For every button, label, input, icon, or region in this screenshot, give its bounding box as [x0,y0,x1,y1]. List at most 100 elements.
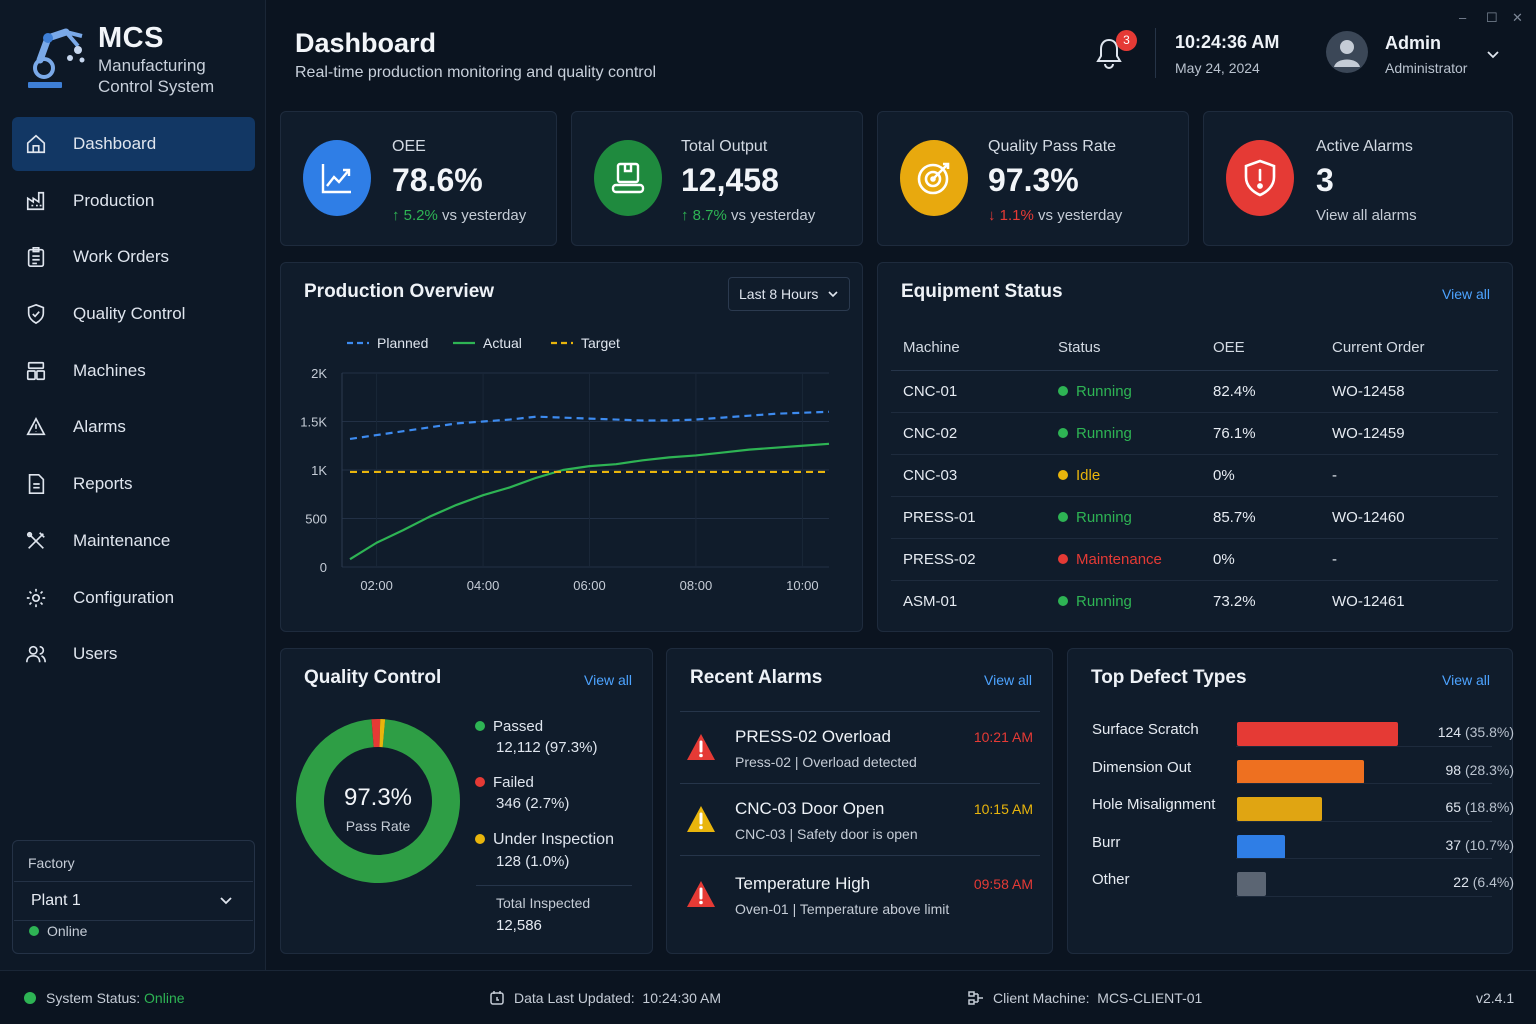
view-all-alarms-link[interactable]: View all alarms [1316,207,1417,224]
kpi-label: Quality Pass Rate [988,138,1117,155]
column-header[interactable]: Status [1046,325,1201,371]
factory-select[interactable]: Plant 1 [14,881,253,921]
warning-triangle-icon [687,734,715,760]
clock-time: 10:24:36 AM [1175,32,1280,52]
status-cell: Running [1046,412,1201,455]
defect-label: Dimension Out [1092,759,1192,776]
user-name[interactable]: Admin [1385,33,1441,53]
equipment-view-all-link[interactable]: View all [1442,286,1490,302]
system-status: System Status: Online [24,990,185,1006]
alarm-item[interactable]: Temperature High Oven-01 | Temperature a… [680,868,1040,940]
x-tick-label: 06:00 [573,578,606,593]
sidebar-item-reports[interactable]: Reports [12,457,255,511]
sidebar-item-configuration[interactable]: Configuration [12,571,255,625]
defect-divider [1236,858,1492,859]
tools-icon [24,529,48,553]
kpi-value: 3 [1316,162,1334,198]
calendar-clock-icon [490,991,504,1005]
machine-cell: PRESS-02 [891,538,1046,581]
sidebar-item-users[interactable]: Users [12,627,255,681]
sidebar-item-label: Quality Control [73,304,186,324]
oee-cell: 82.4% [1201,370,1320,413]
oee-cell: 76.1% [1201,412,1320,455]
sidebar-item-machines[interactable]: Machines [12,344,255,398]
shield-check-icon [24,302,48,326]
alarm-item[interactable]: CNC-03 Door Open CNC-03 | Safety door is… [680,793,1040,865]
y-tick-label: 2K [311,366,327,381]
app-subtitle: Manufacturing Control System [98,56,215,96]
column-header[interactable]: Machine [891,325,1046,371]
x-tick-label: 02:00 [360,578,393,593]
sidebar-item-production[interactable]: Production [12,174,255,228]
table-row[interactable]: CNC-02 Running 76.1% WO-12459 [891,412,1498,455]
total-inspected-label: Total Inspected [496,895,591,911]
order-cell: - [1320,454,1498,497]
top-defect-types-title: Top Defect Types [1091,667,1247,688]
home-icon [24,132,48,156]
kpi-label: Active Alarms [1316,138,1413,155]
defect-count: 22 (6.4%) [1453,874,1514,890]
sidebar-item-quality-control[interactable]: Quality Control [12,287,255,341]
machine-cell: CNC-03 [891,454,1046,497]
defect-label: Other [1092,871,1130,888]
defect-count: 124 (35.8%) [1437,724,1514,740]
kpi-card-total-output: Total Output 12,458 ↑ 8.7% vs yesterday [571,111,863,246]
column-header[interactable]: Current Order [1320,325,1498,371]
sidebar-item-dashboard[interactable]: Dashboard [12,117,255,171]
defect-row[interactable]: Hole Misalignment 65 (18.8%) [1092,796,1514,821]
defect-row[interactable]: Burr 37 (10.7%) [1092,834,1514,859]
factory-selector-panel: Factory Plant 1 Online [12,840,255,954]
production-overview-card: Production Overview Last 8 Hours 0 500 1K 1… [280,262,863,632]
kpi-delta: ↓ 1.1% vs yesterday [988,207,1123,224]
quality-view-all-link[interactable]: View all [584,672,632,688]
minimize-button[interactable]: – [1459,10,1467,25]
legend-dot [475,777,485,787]
time-range-dropdown[interactable]: Last 8 Hours [728,277,850,311]
legend-divider [476,885,632,886]
quality-control-card: Quality Control View all 97.3% Pass Rate… [280,648,653,954]
clock-date: May 24, 2024 [1175,60,1260,76]
table-row[interactable]: CNC-01 Running 82.4% WO-12458 [891,370,1498,413]
sidebar-item-work-orders[interactable]: Work Orders [12,230,255,284]
table-row[interactable]: PRESS-02 Maintenance 0% - [891,538,1498,581]
warning-triangle-icon [687,881,715,907]
machine-cell: CNC-02 [891,412,1046,455]
notification-badge[interactable]: 3 [1116,30,1137,51]
table-row[interactable]: PRESS-01 Running 85.7% WO-12460 [891,496,1498,539]
status-dot [1058,469,1068,480]
defect-row[interactable]: Surface Scratch 124 (35.8%) [1092,721,1514,746]
machine-cell: CNC-01 [891,370,1046,413]
avatar[interactable] [1326,31,1368,73]
defect-row[interactable]: Dimension Out 98 (28.3%) [1092,759,1514,784]
close-button[interactable]: ✕ [1512,10,1523,25]
total-inspected-value: 12,586 [496,917,542,934]
status-cell: Running [1046,496,1201,539]
legend-label-target: Target [581,335,620,351]
defect-count: 65 (18.8%) [1445,799,1515,815]
alarms-divider [680,783,1040,784]
sidebar-item-maintenance[interactable]: Maintenance [12,514,255,568]
chevron-down-icon [220,897,232,905]
users-icon [24,642,48,666]
document-icon [24,472,48,496]
column-header[interactable]: OEE [1201,325,1320,371]
maximize-button[interactable]: ☐ [1486,10,1498,25]
alarm-item[interactable]: PRESS-02 Overload Press-02 | Overload de… [680,721,1040,793]
kpi-label: OEE [392,138,426,155]
alarms-view-all-link[interactable]: View all [984,672,1032,688]
clipboard-icon [24,245,48,269]
bell-icon[interactable] [1094,36,1124,70]
defect-bar [1237,722,1398,746]
defect-row[interactable]: Other 22 (6.4%) [1092,871,1514,896]
chevron-down-icon[interactable] [1486,48,1500,62]
status-dot [1058,553,1068,564]
defect-label: Hole Misalignment [1092,796,1216,813]
defects-view-all-link[interactable]: View all [1442,672,1490,688]
table-row[interactable]: ASM-01 Running 73.2% WO-12461 [891,580,1498,622]
sidebar-item-alarms[interactable]: Alarms [12,400,255,454]
time-range-value: Last 8 Hours [739,286,819,302]
alarms-divider [680,711,1040,712]
y-tick-label: 1.5K [300,415,327,430]
table-row[interactable]: CNC-03 Idle 0% - [891,454,1498,497]
gear-icon [24,586,48,610]
